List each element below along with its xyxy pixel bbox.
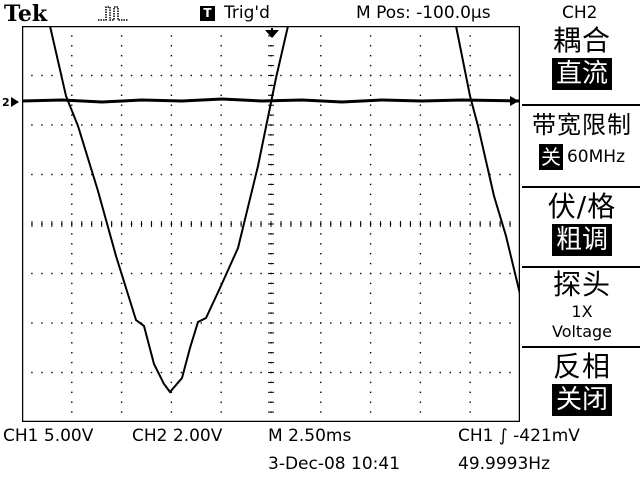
probe-type: Voltage [551, 322, 612, 341]
probe-menu-button[interactable]: 探头 1X Voltage [526, 268, 638, 342]
bandwidth-value: 关 [538, 144, 563, 170]
brand-logo: Tek [4, 1, 48, 27]
coupling-title: 耦合 [552, 24, 611, 57]
menu-divider [522, 186, 640, 188]
channel-menu: 耦合 直流 带宽限制 关 60MHz 伏/格 粗调 探头 1X Voltage 反… [522, 24, 640, 424]
timebase: M 2.50ms [268, 426, 352, 446]
bandwidth-frequency: 60MHz [566, 147, 625, 167]
invert-value: 关闭 [551, 384, 612, 416]
svg-text:2: 2 [2, 96, 10, 109]
menu-divider [522, 266, 640, 268]
menu-divider [522, 104, 640, 106]
coupling-menu-button[interactable]: 耦合 直流 [526, 24, 638, 90]
horizontal-position: M Pos: -100.0µs [356, 3, 491, 23]
date-time: 3-Dec-08 10:41 [268, 454, 401, 474]
menu-channel-label: CH2 [562, 3, 598, 23]
status-top-bar: Tek T Trig'd M Pos: -100.0µs CH2 [0, 0, 640, 27]
ch1-ground-marker: 2 [2, 96, 19, 109]
ch2-scale: CH2 2.00V [132, 426, 223, 446]
coupling-value: 直流 [551, 58, 612, 90]
trigger-setting: CH1 ∫ -421mV [458, 426, 580, 446]
invert-title: 反相 [552, 350, 611, 383]
invert-menu-button[interactable]: 反相 关闭 [526, 350, 638, 416]
ch1-waveform [49, 26, 520, 394]
run-pulse-icon [98, 6, 128, 21]
bandwidth-setting: 关 60MHz [526, 142, 638, 172]
probe-factor: 1X [571, 302, 593, 321]
ch2-waveform [22, 97, 520, 104]
volts-div-menu-button[interactable]: 伏/格 粗调 [526, 190, 638, 256]
bandwidth-menu-button[interactable]: 带宽限制 关 60MHz [526, 108, 638, 172]
menu-divider [522, 346, 640, 348]
volts-div-value: 粗调 [551, 224, 612, 256]
status-bottom-bar: CH1 5.00V CH2 2.00V M 2.50ms CH1 ∫ -421m… [0, 424, 640, 480]
probe-title: 探头 [552, 268, 611, 301]
frequency-readout: 49.9993Hz [458, 454, 551, 474]
trigger-icon: T [200, 6, 215, 21]
waveform-display [22, 26, 520, 422]
volts-div-title: 伏/格 [547, 190, 617, 223]
trigger-position-marker [265, 30, 279, 38]
ch1-scale: CH1 5.00V [3, 426, 94, 446]
trigger-status: Trig'd [224, 3, 270, 23]
bandwidth-title: 带宽限制 [532, 111, 632, 139]
trigger-level-marker [510, 96, 519, 106]
